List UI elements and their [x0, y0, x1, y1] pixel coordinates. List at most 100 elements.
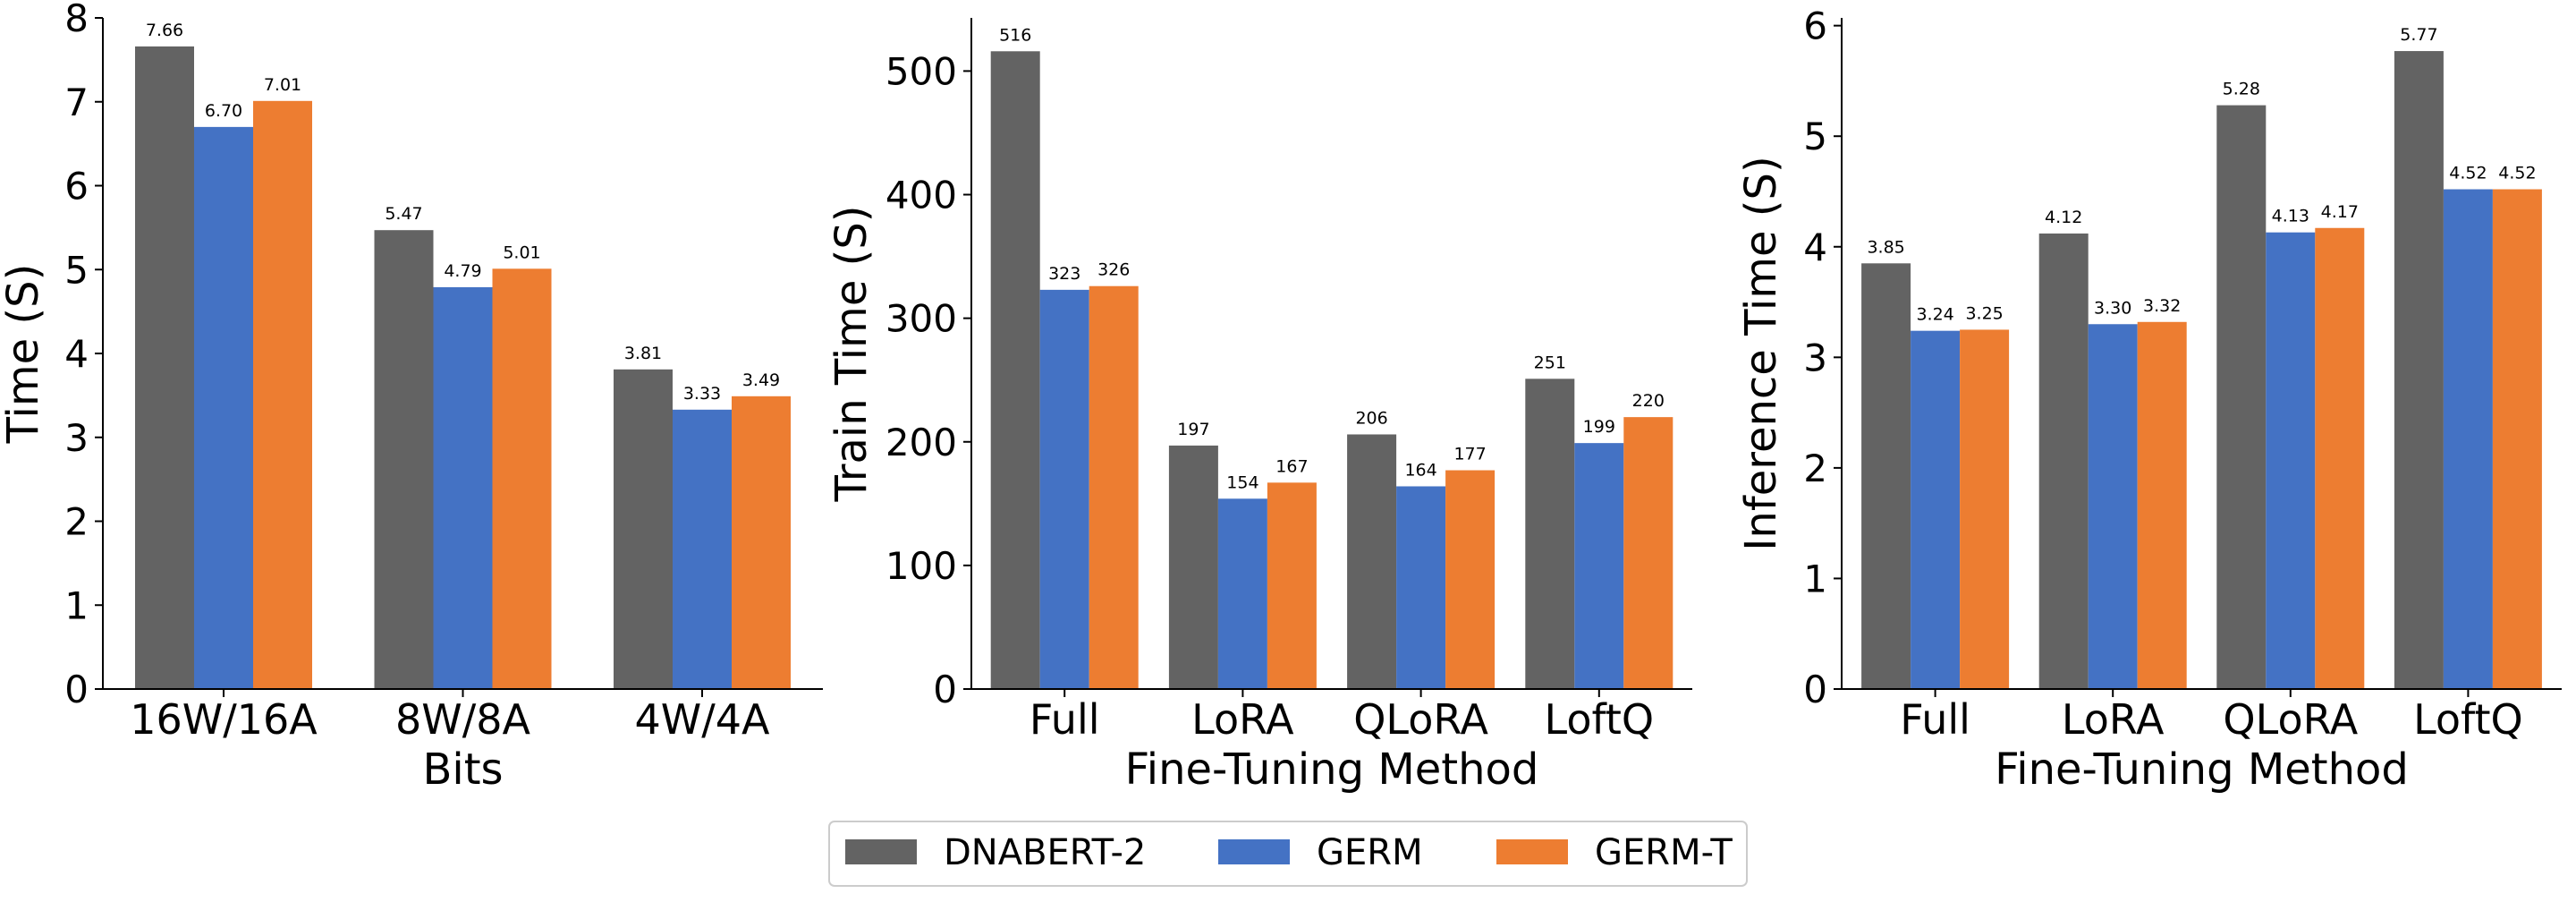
data-label: 3.49: [742, 370, 780, 390]
bar-dnabert-2-8w8a: [374, 230, 434, 689]
data-label: 206: [1355, 408, 1387, 428]
data-label: 197: [1177, 420, 1209, 439]
y-tick-label: 5: [1803, 115, 1827, 158]
x-axis-title: Fine-Tuning Method: [1995, 745, 2409, 795]
y-tick-label: 1: [64, 583, 89, 627]
bar-germ-16w16a: [194, 126, 253, 689]
legend-swatch-germ: [1218, 839, 1290, 864]
data-label: 4.13: [2272, 207, 2309, 226]
bar-germ-loftq: [1574, 443, 1624, 689]
y-tick-label: 1: [1803, 557, 1827, 600]
x-tick-label: LoRA: [2062, 695, 2165, 744]
x-tick-label: 16W/16A: [130, 695, 318, 744]
y-tick-label: 200: [886, 421, 957, 464]
chart-panel-3: 3.85 3.24 3.25 Full 4.12 3.30 3.32 LoRA 5.28 4.13…: [1736, 4, 2562, 795]
bar-germ-t-4w4a: [732, 396, 791, 689]
y-tick-label: 300: [886, 297, 957, 341]
y-tick-label: 6: [1803, 4, 1827, 48]
bar-germ-t-loftq: [1623, 417, 1674, 689]
data-label: 251: [1534, 353, 1566, 372]
x-tick-label: Full: [1030, 695, 1100, 744]
legend-swatch-dnabert-2: [845, 839, 917, 864]
y-tick-label: 400: [886, 174, 957, 217]
bar-germ-4w4a: [673, 409, 732, 689]
y-tick-label: 3: [64, 416, 89, 460]
data-label: 3.25: [1965, 303, 2003, 323]
y-axis-title: Inference Time (S): [1736, 156, 1786, 550]
bar-dnabert-2-full: [1861, 263, 1911, 689]
data-label: 516: [999, 25, 1031, 45]
bar-dnabert-2-full: [990, 51, 1040, 689]
data-label: 3.30: [2094, 298, 2131, 318]
legend-label-germ: GERM: [1317, 832, 1423, 873]
data-label: 7.01: [264, 75, 301, 95]
data-label: 199: [1583, 417, 1615, 437]
y-tick-label: 2: [1803, 447, 1827, 490]
y-tick-label: 100: [886, 544, 957, 588]
bar-dnabert-2-qlora: [1347, 434, 1397, 689]
legend: DNABERT-2 GERM GERM-T: [828, 821, 1748, 887]
y-axis-title: Time (S): [0, 264, 48, 445]
data-label: 5.28: [2223, 80, 2260, 99]
x-tick-label: QLoRA: [2223, 695, 2358, 744]
data-label: 5.47: [385, 204, 422, 224]
data-label: 220: [1632, 391, 1665, 411]
y-tick-label: 3: [1803, 336, 1827, 379]
y-tick-label: 8: [64, 0, 89, 40]
bar-dnabert-2-lora: [2038, 233, 2089, 689]
y-tick-label: 500: [886, 49, 957, 93]
x-axis-title: Fine-Tuning Method: [1125, 745, 1539, 795]
x-tick-label: QLoRA: [1353, 695, 1488, 744]
y-tick-label: 0: [1803, 668, 1827, 711]
bar-germ-t-lora: [1267, 482, 1317, 689]
data-label: 3.85: [1867, 237, 1904, 257]
bar-germ-t-loftq: [2492, 189, 2542, 690]
x-axis-title: Bits: [422, 745, 503, 795]
bar-germ-t-8w8a: [492, 268, 552, 689]
data-label: 4.12: [2045, 208, 2082, 227]
data-label: 154: [1226, 472, 1258, 492]
data-label: 5.01: [503, 243, 540, 262]
data-label: 6.70: [205, 101, 242, 121]
bar-germ-t-qlora: [1445, 470, 1496, 689]
bar-germ-lora: [2088, 324, 2138, 689]
y-tick-label: 0: [933, 668, 957, 711]
x-tick-label: 4W/4A: [635, 695, 771, 744]
bar-germ-full: [1039, 289, 1089, 689]
data-label: 4.52: [2498, 164, 2536, 183]
legend-swatch-germ-t: [1496, 839, 1568, 864]
x-tick-label: LoftQ: [1545, 695, 1655, 744]
chart-panel-2: 516 323 326 Full 197 154 167 LoRA 206 164 177 QLoRA…: [826, 18, 1692, 795]
data-label: 4.52: [2449, 164, 2487, 183]
x-tick-label: LoftQ: [2413, 695, 2523, 744]
legend-label-germ-t: GERM-T: [1595, 832, 1733, 873]
bar-germ-t-full: [1089, 285, 1139, 689]
y-axis-title: Train Time (S): [826, 205, 877, 502]
y-tick-label: 4: [1803, 226, 1827, 269]
y-tick-label: 2: [64, 500, 89, 544]
bar-dnabert-2-4w4a: [614, 369, 673, 689]
y-tick-label: 5: [64, 248, 89, 292]
x-tick-label: Full: [1900, 695, 1970, 744]
bar-dnabert-2-loftq: [2394, 51, 2444, 689]
data-label: 3.24: [1916, 305, 1953, 325]
bar-germ-t-lora: [2137, 321, 2187, 689]
legend-label-dnabert-2: DNABERT-2: [944, 832, 1146, 873]
bar-germ-lora: [1217, 498, 1267, 689]
data-label: 3.32: [2143, 296, 2181, 316]
bar-dnabert-2-loftq: [1525, 379, 1575, 689]
bar-germ-8w8a: [433, 286, 493, 689]
data-label: 3.33: [683, 384, 721, 404]
data-label: 177: [1453, 445, 1486, 464]
data-label: 3.81: [624, 344, 662, 363]
bar-germ-full: [1911, 330, 1961, 689]
data-label: 7.66: [146, 21, 183, 40]
bar-germ-loftq: [2443, 189, 2493, 690]
data-label: 167: [1275, 456, 1308, 476]
y-tick-label: 0: [64, 668, 89, 711]
bar-dnabert-2-qlora: [2216, 105, 2267, 689]
x-tick-label: LoRA: [1191, 695, 1294, 744]
bar-germ-qlora: [2266, 232, 2316, 689]
bar-dnabert-2-lora: [1168, 445, 1218, 689]
